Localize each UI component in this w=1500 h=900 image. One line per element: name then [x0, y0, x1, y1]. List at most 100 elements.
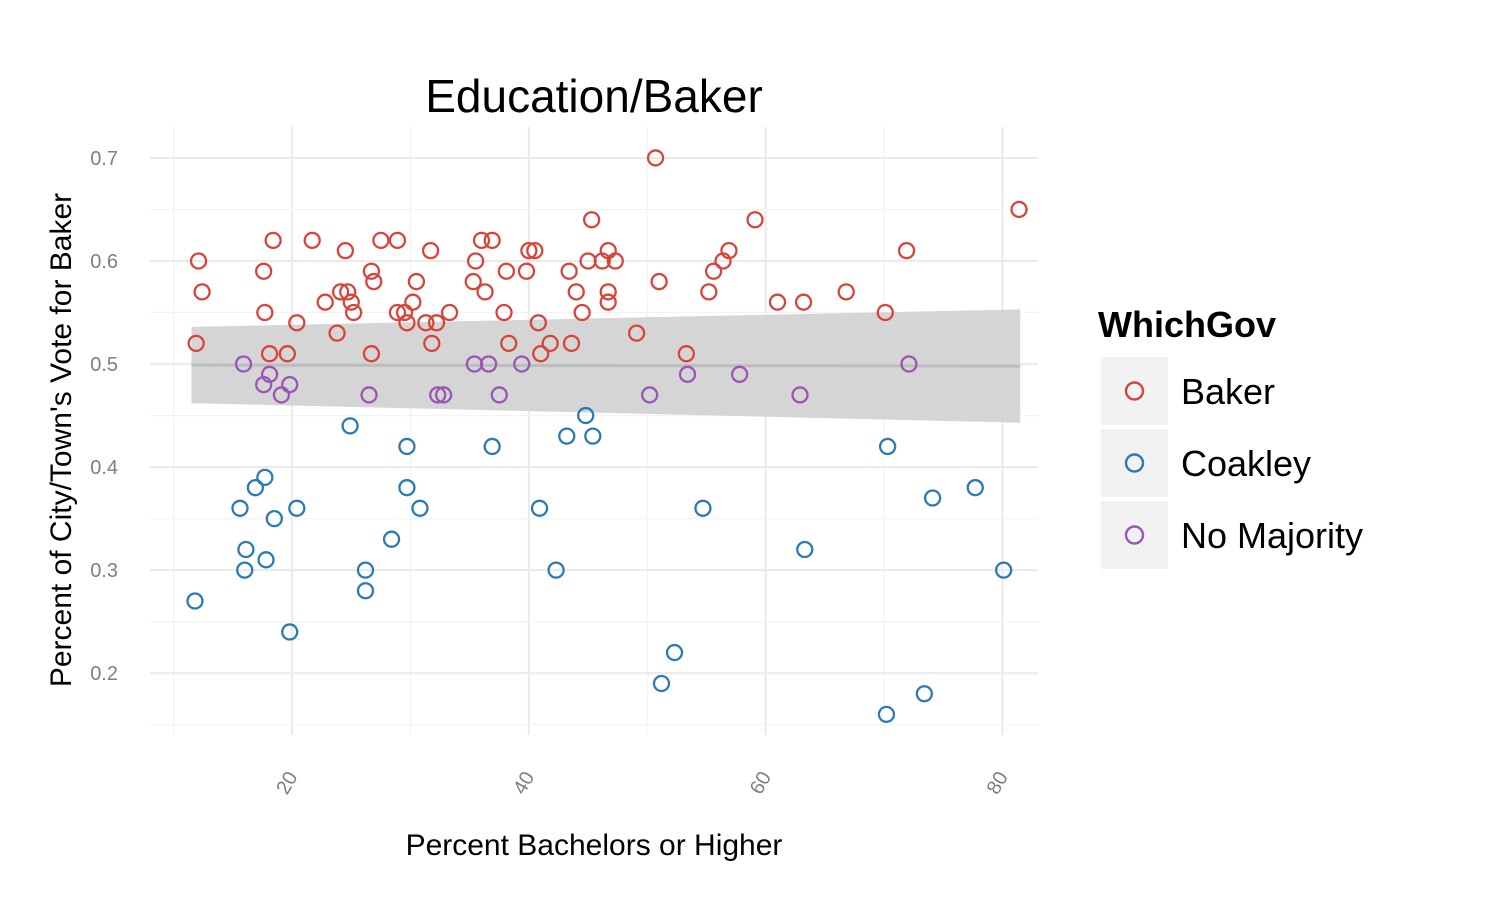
point-coakley [341, 417, 359, 435]
point-no-majority [281, 375, 299, 394]
point-no-majority [234, 355, 253, 373]
point-no-majority [260, 365, 279, 383]
point-baker [316, 293, 334, 311]
point-baker [472, 231, 491, 250]
point-baker [500, 334, 518, 353]
point-baker [278, 345, 296, 363]
point-baker [677, 345, 696, 363]
point-baker [423, 334, 441, 353]
tick-labels-layer: 0.2 0.3 0.4 0.5 0.6 0.7 20 40 60 80 [90, 148, 1013, 798]
legend-key-coakley [1101, 429, 1168, 497]
point-baker [646, 149, 665, 167]
point-baker [837, 283, 855, 301]
points-layer [186, 149, 1028, 724]
chart-title: Education/Baker [425, 70, 763, 122]
point-coakley [877, 705, 896, 724]
point-no-majority [479, 355, 498, 373]
point-baker [427, 314, 446, 332]
x-tick-label: 60 [746, 768, 776, 798]
point-baker [398, 314, 416, 332]
grid-layer [150, 127, 1038, 735]
y-tick-label: 0.4 [90, 457, 118, 479]
point-no-majority [900, 355, 918, 373]
point-coakley [398, 437, 416, 456]
point-coakley [558, 427, 576, 445]
point-no-majority [640, 386, 659, 404]
point-baker [339, 283, 357, 301]
point-baker [704, 262, 723, 280]
legend-marker-coakley [1124, 453, 1145, 473]
point-no-majority [513, 355, 531, 373]
point-baker [529, 314, 548, 332]
point-baker [336, 242, 355, 260]
point-coakley [530, 499, 549, 517]
point-baker [794, 293, 813, 311]
point-coakley [265, 509, 283, 528]
y-tick-label: 0.7 [90, 148, 118, 170]
point-baker [187, 334, 205, 353]
point-baker [365, 272, 383, 291]
point-coakley [665, 643, 684, 662]
point-coakley [694, 499, 712, 517]
point-no-majority [272, 386, 291, 404]
point-baker [372, 231, 390, 250]
point-coakley [923, 489, 942, 507]
point-baker [464, 272, 482, 291]
point-baker [606, 252, 624, 270]
point-coakley [398, 479, 416, 497]
point-baker [395, 303, 414, 322]
point-coakley [652, 674, 671, 693]
point-coakley [584, 427, 602, 445]
point-coakley [382, 530, 401, 548]
point-coakley [995, 561, 1013, 579]
point-baker [331, 283, 350, 301]
legend-label-baker: Baker [1181, 371, 1275, 412]
point-baker [362, 345, 381, 363]
y-tick-label: 0.2 [90, 663, 118, 685]
point-coakley [186, 592, 204, 610]
point-baker [520, 242, 538, 260]
trend-line [191, 363, 1021, 368]
point-baker [573, 303, 591, 322]
legend-label-coakley: Coakley [1181, 443, 1311, 484]
point-coakley [796, 540, 814, 559]
y-tick-label: 0.6 [90, 251, 118, 273]
point-baker [342, 293, 360, 311]
point-baker [404, 293, 422, 311]
point-no-majority [490, 386, 508, 404]
point-baker [476, 283, 494, 301]
point-baker [582, 211, 601, 229]
point-baker [189, 252, 208, 270]
point-coakley [256, 468, 274, 487]
point-baker [388, 303, 407, 322]
point-baker [526, 242, 544, 260]
point-no-majority [434, 386, 453, 404]
point-no-majority [360, 386, 378, 404]
point-baker [517, 262, 536, 280]
point-baker [876, 303, 894, 322]
legend-label-no-majority: No Majority [1181, 515, 1363, 556]
point-no-majority [791, 386, 809, 404]
point-coakley [236, 561, 254, 579]
point-baker [303, 231, 321, 250]
point-baker [532, 345, 550, 363]
point-coakley [231, 499, 249, 517]
point-coakley [237, 540, 255, 559]
point-baker [440, 303, 459, 322]
point-baker [599, 293, 617, 311]
point-baker [362, 262, 381, 280]
confidence-ribbon-layer [191, 309, 1021, 423]
point-coakley [483, 437, 501, 456]
point-baker [746, 211, 764, 229]
point-coakley [547, 561, 565, 579]
x-tick-label: 80 [983, 768, 1013, 798]
point-no-majority [730, 365, 749, 383]
x-axis-title: Percent Bachelors or Higher [406, 829, 783, 862]
point-baker [421, 242, 440, 260]
point-baker [650, 272, 668, 291]
point-coakley [257, 551, 275, 569]
point-coakley [356, 561, 375, 579]
point-baker [541, 334, 559, 353]
point-baker [1010, 200, 1028, 219]
point-baker [599, 283, 617, 301]
